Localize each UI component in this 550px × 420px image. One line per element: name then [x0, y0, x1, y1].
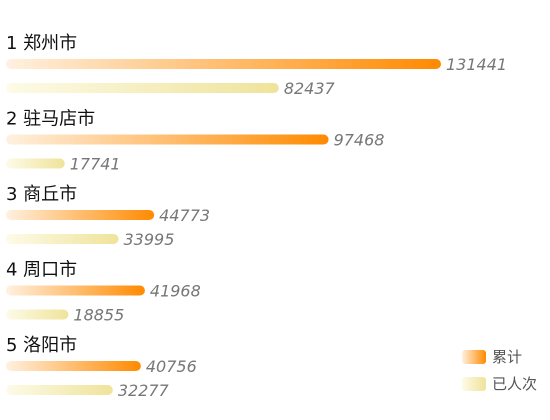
bar-total	[6, 361, 141, 371]
category-label: 1 郑州市	[6, 33, 77, 54]
bar-total	[6, 285, 145, 296]
category-label: 4 周口市	[6, 260, 77, 281]
category-label: 2 驻马店市	[6, 109, 95, 130]
category-label: 5 洛阳市	[6, 335, 77, 356]
legend-swatch-total	[462, 350, 486, 364]
legend-swatch-people	[462, 377, 486, 391]
value-label-people: 33995	[124, 230, 175, 249]
value-label-people: 82437	[284, 79, 336, 98]
legend-label-total: 累计	[492, 348, 522, 366]
value-label-total: 44773	[159, 206, 210, 225]
bars-layer: 1 郑州市 131441 82437 2 驻马店市 97468 17741 3 商丘市 447…	[6, 33, 507, 400]
value-label-total: 41968	[150, 282, 201, 301]
category-label: 3 商丘市	[6, 184, 77, 205]
value-label-total: 40756	[146, 357, 197, 376]
bar-total	[6, 134, 329, 145]
bar-total	[6, 210, 155, 220]
legend-label-people: 已人次	[492, 375, 537, 393]
legend: 累计 已人次	[462, 348, 537, 393]
bar-people	[6, 385, 113, 395]
value-label-total: 131441	[446, 55, 507, 74]
bar-people	[6, 309, 69, 320]
value-label-people: 18855	[73, 306, 124, 325]
bar-people	[6, 83, 279, 93]
value-label-total: 97468	[334, 131, 385, 150]
value-label-people: 32277	[118, 381, 170, 400]
bar-people	[6, 234, 119, 244]
bar-total	[6, 59, 441, 69]
value-label-people: 17741	[70, 155, 121, 174]
bar-people	[6, 158, 65, 169]
